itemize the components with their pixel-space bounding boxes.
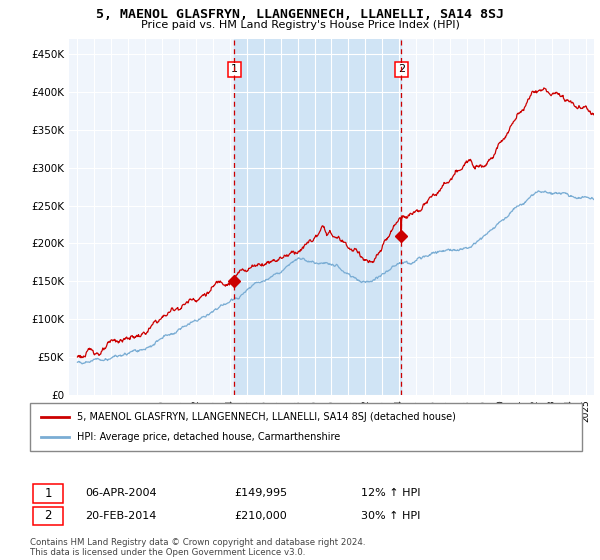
Text: 2: 2 bbox=[398, 64, 405, 74]
Text: 12% ↑ HPI: 12% ↑ HPI bbox=[361, 488, 421, 498]
FancyBboxPatch shape bbox=[33, 507, 63, 525]
Text: Contains HM Land Registry data © Crown copyright and database right 2024.
This d: Contains HM Land Registry data © Crown c… bbox=[30, 538, 365, 557]
Text: £149,995: £149,995 bbox=[234, 488, 287, 498]
Text: HPI: Average price, detached house, Carmarthenshire: HPI: Average price, detached house, Carm… bbox=[77, 432, 340, 442]
Text: 1: 1 bbox=[44, 487, 52, 500]
Text: 20-FEB-2014: 20-FEB-2014 bbox=[85, 511, 157, 521]
Text: Price paid vs. HM Land Registry's House Price Index (HPI): Price paid vs. HM Land Registry's House … bbox=[140, 20, 460, 30]
Text: 30% ↑ HPI: 30% ↑ HPI bbox=[361, 511, 421, 521]
Text: 06-APR-2004: 06-APR-2004 bbox=[85, 488, 157, 498]
Text: 2: 2 bbox=[44, 509, 52, 522]
Text: £210,000: £210,000 bbox=[234, 511, 287, 521]
Bar bbox=[235, 39, 401, 395]
FancyBboxPatch shape bbox=[30, 403, 582, 451]
Text: 5, MAENOL GLASFRYN, LLANGENNECH, LLANELLI, SA14 8SJ (detached house): 5, MAENOL GLASFRYN, LLANGENNECH, LLANELL… bbox=[77, 412, 456, 422]
Text: 5, MAENOL GLASFRYN, LLANGENNECH, LLANELLI, SA14 8SJ: 5, MAENOL GLASFRYN, LLANGENNECH, LLANELL… bbox=[96, 8, 504, 21]
FancyBboxPatch shape bbox=[33, 484, 63, 503]
Text: 1: 1 bbox=[231, 64, 238, 74]
